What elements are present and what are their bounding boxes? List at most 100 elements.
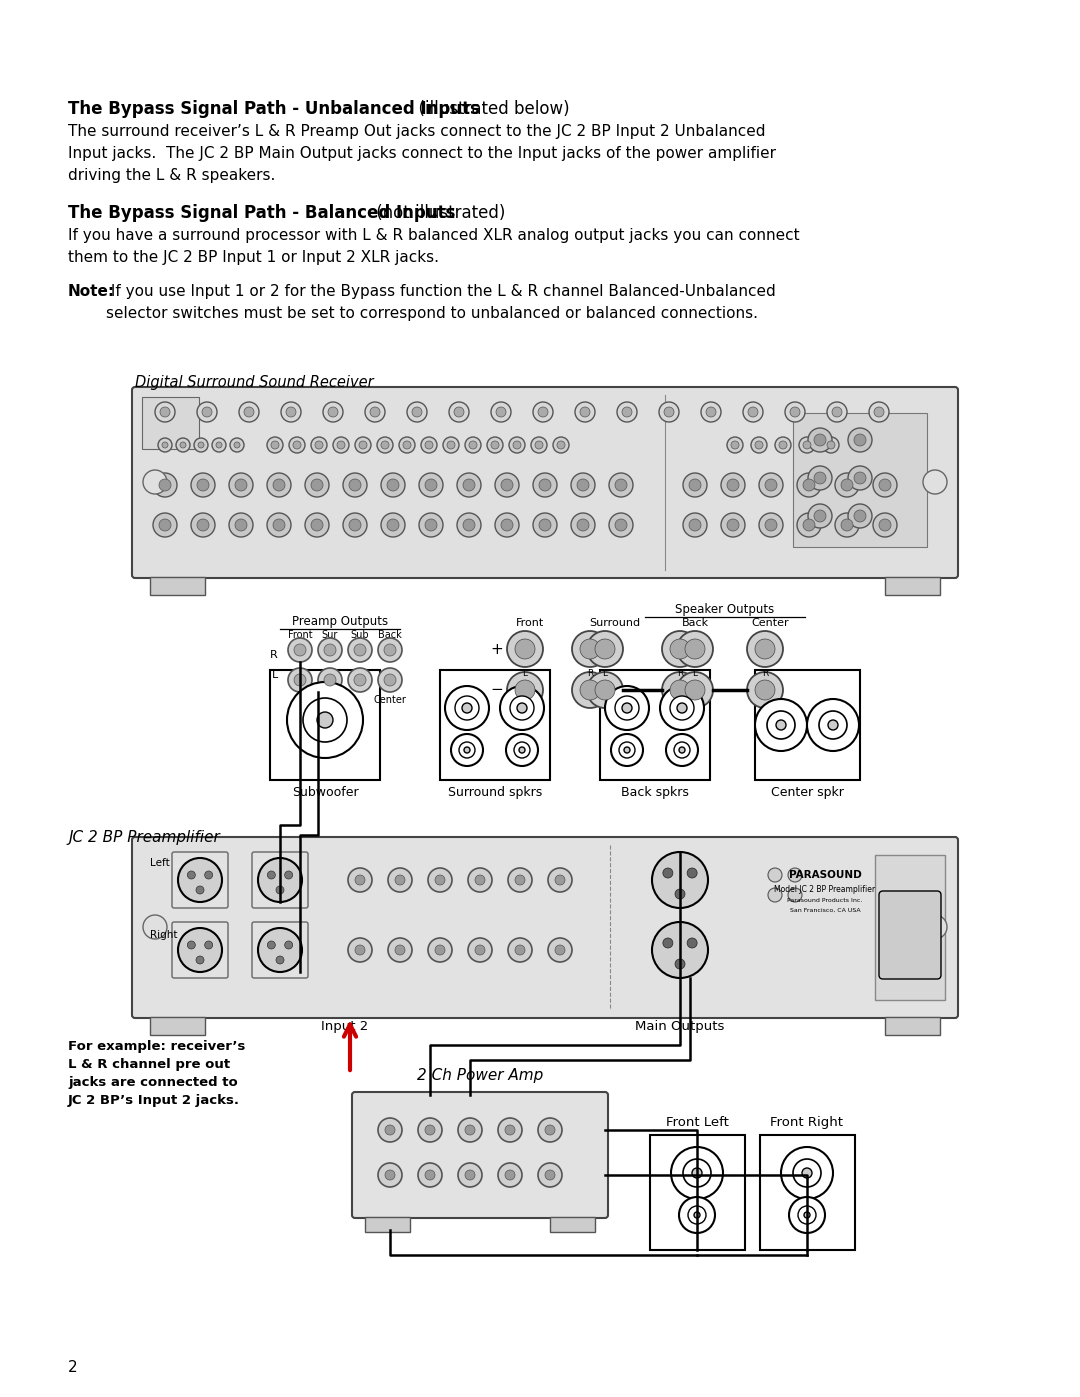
Circle shape (378, 1162, 402, 1187)
Circle shape (854, 472, 866, 483)
Text: Parasound Products Inc.: Parasound Products Inc. (787, 898, 863, 902)
Circle shape (663, 937, 673, 949)
Circle shape (577, 520, 589, 531)
Circle shape (804, 1213, 810, 1218)
Circle shape (534, 402, 553, 422)
Circle shape (804, 520, 815, 531)
Circle shape (426, 1125, 435, 1134)
Circle shape (407, 402, 427, 422)
Text: R: R (586, 669, 593, 678)
Bar (885, 577, 940, 595)
Circle shape (759, 474, 783, 497)
Circle shape (685, 638, 705, 659)
Circle shape (143, 469, 167, 495)
Circle shape (652, 922, 708, 978)
Circle shape (677, 672, 713, 708)
Text: Input 2: Input 2 (322, 1020, 368, 1032)
Circle shape (464, 747, 470, 753)
Bar (270, 671, 380, 780)
Circle shape (381, 441, 389, 448)
Text: Front Right: Front Right (770, 1116, 843, 1129)
Circle shape (447, 441, 455, 448)
Text: If you have a surround processor with L & R balanced XLR analog output jacks you: If you have a surround processor with L … (68, 228, 799, 243)
Circle shape (765, 479, 777, 490)
Circle shape (197, 402, 217, 422)
Circle shape (195, 956, 204, 964)
Circle shape (487, 437, 503, 453)
Circle shape (694, 1213, 700, 1218)
Circle shape (615, 696, 639, 719)
Circle shape (798, 1206, 816, 1224)
Circle shape (463, 520, 475, 531)
Circle shape (465, 437, 481, 453)
Text: L: L (523, 669, 527, 678)
Circle shape (797, 513, 821, 536)
Circle shape (286, 407, 296, 416)
Circle shape (751, 437, 767, 453)
Circle shape (285, 942, 293, 949)
Circle shape (683, 1160, 711, 1187)
Circle shape (258, 858, 302, 902)
Circle shape (355, 437, 372, 453)
Circle shape (835, 513, 859, 536)
Circle shape (624, 747, 630, 753)
Circle shape (258, 928, 302, 972)
Circle shape (381, 513, 405, 536)
Text: Surround spkrs: Surround spkrs (448, 787, 542, 799)
Circle shape (153, 474, 177, 497)
Circle shape (804, 441, 811, 448)
Circle shape (869, 402, 889, 422)
Circle shape (580, 638, 600, 659)
Circle shape (426, 441, 433, 448)
Circle shape (343, 474, 367, 497)
Circle shape (775, 437, 791, 453)
Circle shape (674, 742, 690, 759)
Circle shape (814, 472, 826, 483)
Circle shape (670, 638, 690, 659)
Text: Right: Right (150, 930, 177, 940)
Circle shape (411, 407, 422, 416)
Text: (not illustrated): (not illustrated) (372, 204, 505, 222)
Circle shape (355, 944, 365, 956)
Circle shape (230, 439, 244, 453)
Circle shape (318, 712, 333, 728)
Circle shape (458, 1162, 482, 1187)
Circle shape (539, 520, 551, 531)
Text: San Francisco, CA USA: San Francisco, CA USA (789, 908, 861, 914)
Circle shape (311, 437, 327, 453)
Circle shape (513, 441, 521, 448)
Circle shape (687, 868, 697, 877)
Bar (550, 1217, 595, 1232)
Circle shape (507, 631, 543, 666)
Circle shape (688, 1206, 706, 1224)
Circle shape (814, 510, 826, 522)
Bar (885, 1017, 940, 1035)
Text: Center: Center (374, 694, 406, 705)
Text: If you use Input 1 or 2 for the Bypass function the L & R channel Balanced-Unbal: If you use Input 1 or 2 for the Bypass f… (106, 284, 775, 299)
Text: Model JC 2 BP Preamplifier: Model JC 2 BP Preamplifier (774, 886, 876, 894)
Circle shape (663, 868, 673, 877)
Circle shape (721, 474, 745, 497)
Circle shape (333, 437, 349, 453)
Circle shape (176, 439, 190, 453)
Circle shape (495, 513, 519, 536)
Circle shape (457, 513, 481, 536)
Circle shape (465, 1125, 475, 1134)
Text: Surround: Surround (590, 617, 640, 629)
Circle shape (793, 1160, 821, 1187)
Circle shape (799, 437, 815, 453)
Text: Center: Center (752, 617, 788, 629)
Circle shape (675, 888, 685, 900)
Bar (650, 1134, 745, 1250)
Text: −: − (490, 683, 503, 697)
Circle shape (588, 672, 623, 708)
Text: them to the JC 2 BP Input 1 or Input 2 XLR jacks.: them to the JC 2 BP Input 1 or Input 2 X… (68, 250, 438, 265)
Circle shape (187, 942, 195, 949)
Circle shape (617, 402, 637, 422)
Circle shape (458, 1118, 482, 1141)
Circle shape (202, 407, 212, 416)
Circle shape (689, 520, 701, 531)
Circle shape (160, 407, 170, 416)
Circle shape (555, 875, 565, 886)
Circle shape (765, 520, 777, 531)
